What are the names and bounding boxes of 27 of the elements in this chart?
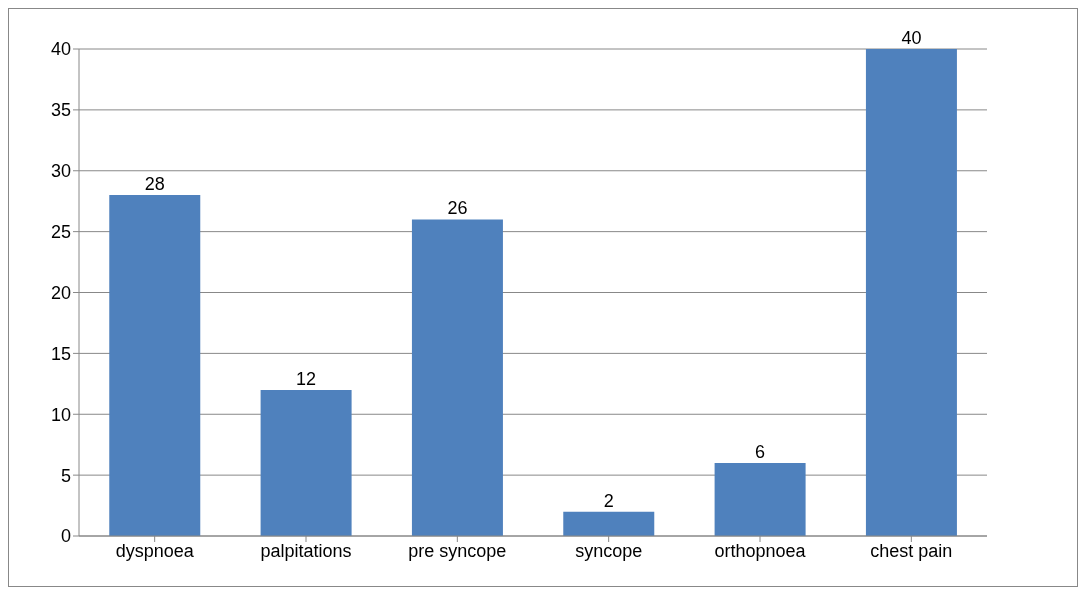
data-label: 6	[755, 441, 766, 462]
data-label: 2	[603, 490, 614, 511]
bar	[109, 195, 201, 536]
data-label: 12	[296, 368, 317, 389]
data-label: 40	[901, 28, 922, 48]
y-tick-label: 35	[50, 100, 71, 121]
bar	[714, 462, 806, 536]
bar	[260, 389, 352, 536]
y-tick-label: 5	[60, 465, 71, 486]
x-tick-label: palpitations	[260, 540, 352, 561]
x-tick-label: chest pain	[870, 540, 953, 561]
y-tick-label: 15	[50, 343, 71, 364]
y-tick-label: 20	[50, 282, 71, 303]
bar	[563, 511, 655, 536]
bar	[865, 49, 957, 536]
data-label: 28	[144, 174, 165, 195]
y-tick-label: 30	[50, 161, 71, 182]
x-tick-label: dyspnoea	[115, 540, 195, 561]
x-tick-label: syncope	[575, 540, 643, 561]
data-label: 26	[447, 198, 468, 219]
x-tick-label: pre syncope	[408, 540, 507, 561]
y-tick-label: 10	[50, 404, 71, 425]
bar	[411, 219, 503, 536]
y-tick-label: 40	[50, 39, 71, 60]
y-tick-label: 25	[50, 222, 71, 243]
y-tick-label: 0	[60, 526, 71, 547]
x-tick-label: orthopnoea	[714, 540, 807, 561]
